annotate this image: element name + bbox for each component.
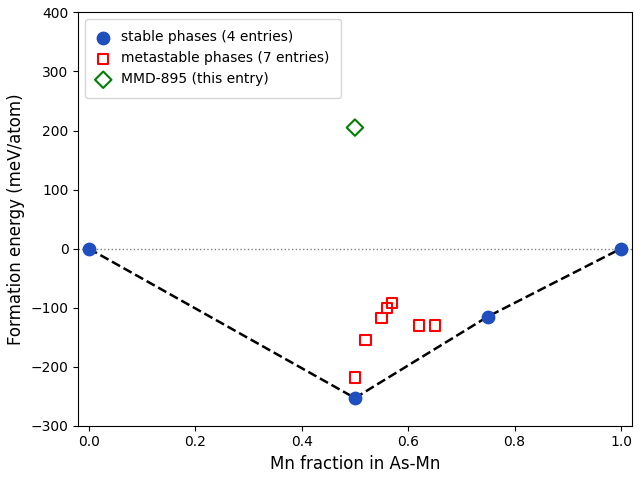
stable phases (4 entries) <box>350 394 360 402</box>
Y-axis label: Formation energy (meV/atom): Formation energy (meV/atom) <box>7 93 25 345</box>
metastable phases (7 entries) <box>429 322 440 329</box>
Legend: stable phases (4 entries), metastable phases (7 entries), MMD-895 (this entry): stable phases (4 entries), metastable ph… <box>85 19 340 97</box>
stable phases (4 entries) <box>483 312 493 320</box>
X-axis label: Mn fraction in As-Mn: Mn fraction in As-Mn <box>269 455 440 473</box>
stable phases (4 entries) <box>616 245 626 252</box>
metastable phases (7 entries) <box>376 314 387 322</box>
metastable phases (7 entries) <box>387 299 397 307</box>
metastable phases (7 entries) <box>360 336 371 344</box>
MMD-895 (this entry) <box>350 124 360 132</box>
stable phases (4 entries) <box>84 245 94 252</box>
metastable phases (7 entries) <box>413 322 424 329</box>
metastable phases (7 entries) <box>350 373 360 381</box>
metastable phases (7 entries) <box>381 304 392 312</box>
